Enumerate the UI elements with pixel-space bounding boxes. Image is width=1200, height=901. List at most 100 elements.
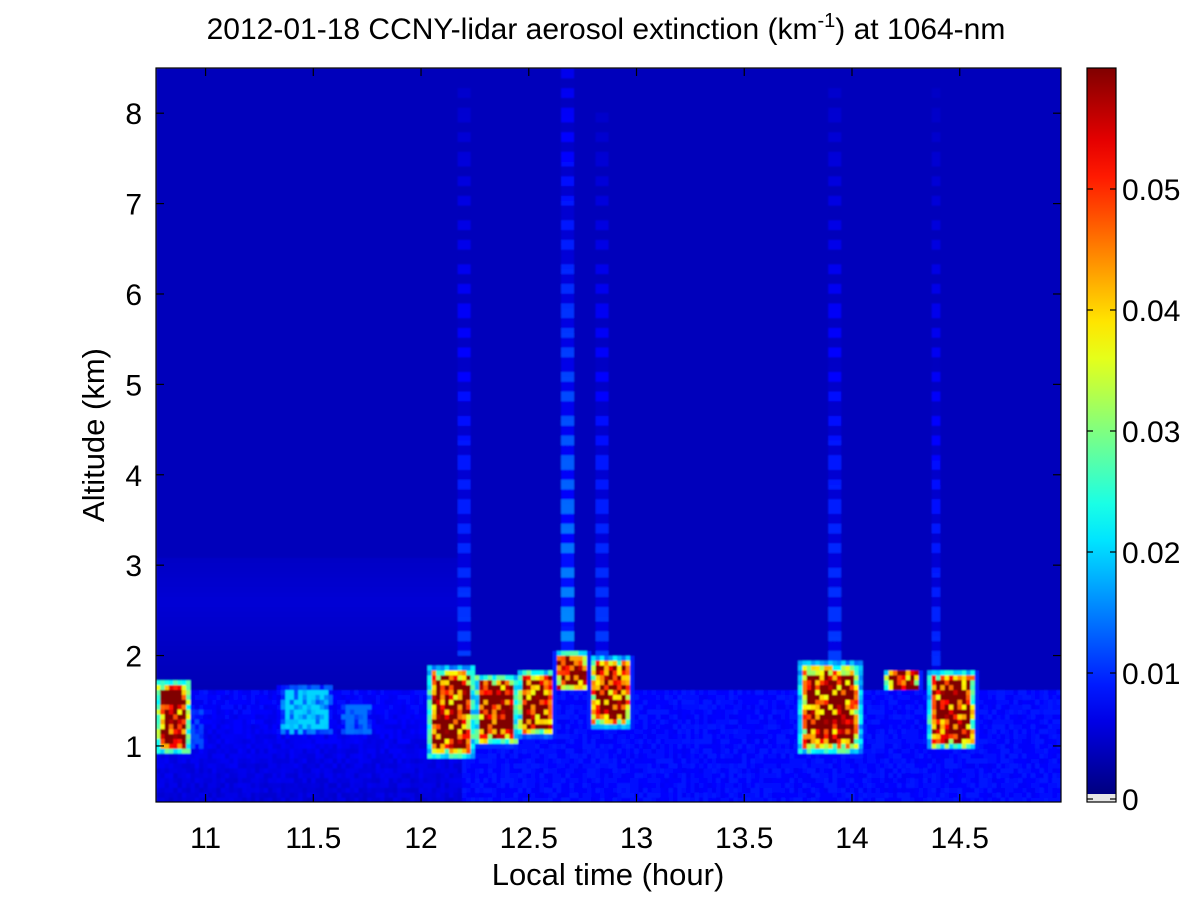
heatmap-cell [595,346,601,353]
heatmap-cell [177,664,183,671]
heatmap-cell [216,674,222,681]
heatmap-cell [414,694,420,700]
heatmap-cell [496,713,502,720]
heatmap-cell [302,772,308,779]
heatmap-cell [190,777,196,784]
heatmap-cell [470,709,476,715]
heatmap-cell [293,586,299,593]
heatmap-cell [397,718,403,725]
heatmap-cell [164,797,170,802]
heatmap-cell [393,611,398,617]
heatmap-cell [311,620,317,627]
heatmap-cell [431,762,437,769]
heatmap-cell [255,748,261,754]
heatmap-cell [466,425,472,431]
heatmap-cell [405,591,411,598]
heatmap-cell [496,704,502,710]
heatmap-cell [328,581,334,588]
heatmap-cell [582,743,588,749]
heatmap-cell [328,718,334,725]
heatmap-cell [388,669,394,676]
heatmap-cell [444,640,450,647]
heatmap-cell [229,567,235,573]
heatmap-cell [315,620,321,627]
heatmap-cell [358,576,364,583]
heatmap-cell [380,704,386,710]
heatmap-cell [319,748,325,754]
heatmap-cell [474,738,480,744]
heatmap-cell [561,792,567,798]
heatmap-cell [461,185,467,196]
heatmap-cell [337,606,342,612]
heatmap-cell [388,787,394,793]
heatmap-cell [457,699,463,705]
heatmap-cell [561,156,567,162]
heatmap-cell [518,772,523,779]
heatmap-cell [444,635,450,642]
heatmap-cell [156,684,161,691]
heatmap-cell [483,699,489,705]
heatmap-cell [565,498,571,505]
heatmap-cell [539,743,545,749]
heatmap-cell [431,606,437,612]
heatmap-cell [272,767,278,774]
heatmap-cell [444,616,450,622]
heatmap-cell [586,787,592,793]
heatmap-cell [526,782,532,788]
heatmap-cell [423,787,429,793]
heatmap-cell [388,625,394,632]
heatmap-cell [285,655,291,661]
heatmap-cell [349,767,355,774]
heatmap-cell [565,307,571,314]
heatmap-cell [354,650,360,656]
heatmap-cell [220,620,226,627]
heatmap-cell [349,586,355,593]
heatmap-cell [530,674,536,681]
heatmap-cell [156,567,161,573]
heatmap-cell [199,576,205,583]
heatmap-cell [500,748,506,759]
heatmap-cell [293,562,299,568]
heatmap-cell [561,258,567,265]
heatmap-cell [449,655,454,661]
heatmap-cell [595,679,601,686]
heatmap-cell [582,694,588,700]
heatmap-cell [461,160,467,167]
heatmap-cell [466,464,472,470]
heatmap-cell [203,684,209,691]
heatmap-cell [328,689,334,695]
heatmap-cell [298,611,304,617]
heatmap-cell [582,757,588,764]
heatmap-cell [466,532,472,544]
heatmap-cell [177,596,183,607]
heatmap-cell [160,586,166,593]
heatmap-cell [160,709,166,715]
heatmap-cell [397,68,403,558]
heatmap-cell [259,718,265,725]
heatmap-cell [461,317,467,328]
heatmap-cell [453,787,459,793]
heatmap-cell [280,611,286,617]
heatmap-cell [591,787,597,793]
heatmap-cell [578,689,584,695]
heatmap-cell [315,738,321,744]
heatmap-cell [384,640,390,647]
heatmap-cell [466,630,472,637]
heatmap-cell [293,655,299,661]
heatmap-cell [444,777,450,784]
heatmap-cell [505,797,510,802]
heatmap-cell [268,596,273,607]
heatmap-cell [216,650,222,656]
heatmap-cell [444,787,450,793]
heatmap-cell [246,68,252,558]
heatmap-cell [569,297,575,304]
heatmap-cell [246,718,252,725]
heatmap-cell [349,733,355,739]
heatmap-cell [539,733,545,739]
heatmap-cell [246,625,252,632]
heatmap-cell [255,557,261,563]
heatmap-cell [414,792,420,798]
heatmap-cell [220,669,226,676]
heatmap-cell [164,586,170,593]
heatmap-cell [556,753,562,759]
